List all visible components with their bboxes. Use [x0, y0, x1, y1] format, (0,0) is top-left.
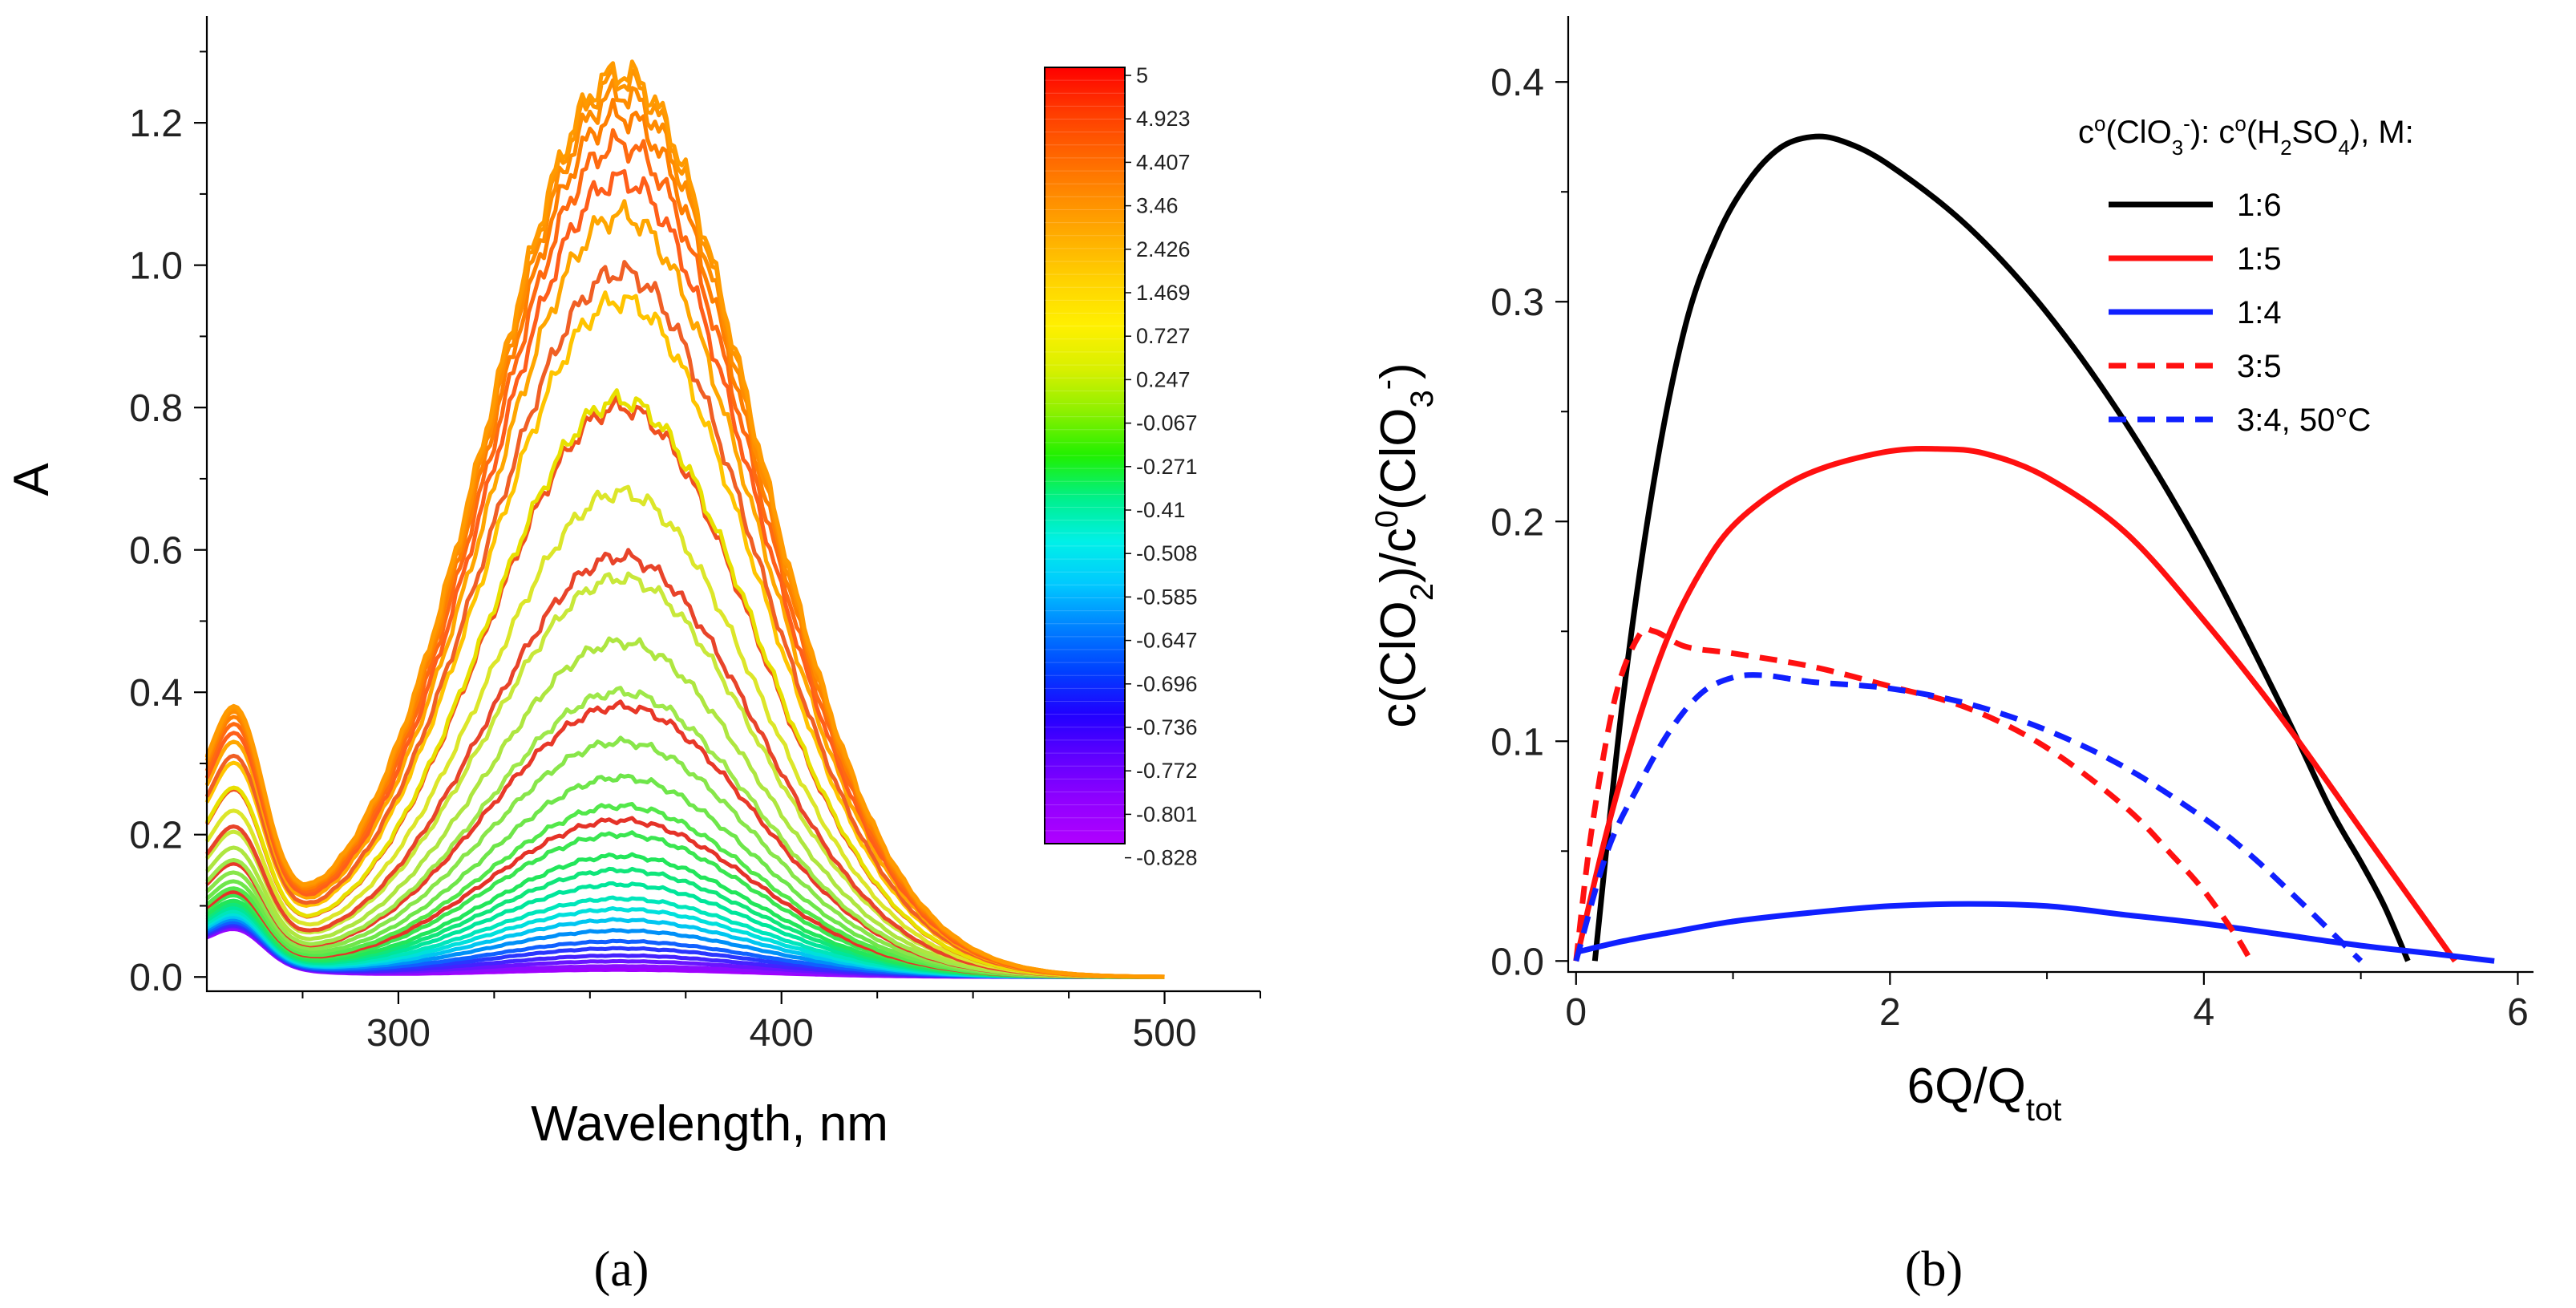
panel-b-x-axis-title: 6Q/Qtot [1907, 1059, 2062, 1128]
spectrum-line [205, 866, 1165, 979]
x-tick-label: 300 [366, 1012, 431, 1055]
legend-label: 3:5 [2237, 349, 2282, 384]
colorbar-label: -0.696 [1136, 672, 1198, 696]
colorbar-scale [1044, 67, 1126, 844]
spectrum-line [204, 484, 1165, 979]
panel-a-series-group [204, 59, 1165, 979]
y-tick-label: 0.1 [1490, 721, 1544, 763]
legend-label: 3:4, 50°C [2237, 403, 2371, 438]
colorbar-label: 0.727 [1136, 324, 1191, 348]
spectrum-line [204, 59, 1165, 979]
panel-a-label: (a) [594, 1242, 649, 1297]
x-tick-label: 6 [2507, 991, 2529, 1034]
colorbar-label: 3.46 [1136, 194, 1179, 218]
spectrum-line [204, 168, 1165, 979]
y-tick-label: 0.0 [129, 957, 183, 999]
x-tick-label: 0 [1565, 991, 1587, 1034]
colorbar-label: -0.801 [1136, 802, 1198, 826]
x-tick-label: 4 [2194, 991, 2215, 1034]
y-tick-label: 0.2 [129, 815, 183, 857]
y-tick-label: 0.4 [1490, 62, 1544, 104]
colorbar-label: -0.647 [1136, 629, 1198, 653]
y-tick-label: 0.3 [1490, 281, 1544, 324]
legend-label: 1:4 [2237, 295, 2282, 330]
colorbar-label: 2.426 [1136, 237, 1191, 261]
panel-a-x-axis-title: Wavelength, nm [531, 1096, 888, 1152]
colorbar-label: 5 [1136, 63, 1148, 87]
y-tick-label: 0.4 [129, 672, 183, 715]
panel-b-y-ticks: 0.0 0.1 0.2 0.3 0.4 [1490, 62, 1568, 983]
series-line-3-4-50-C [1573, 672, 2364, 963]
colorbar-label: 4.923 [1136, 107, 1191, 131]
legend-label: 1:6 [2237, 188, 2282, 223]
panel-a-y-axis-title: A [4, 463, 59, 496]
y-tick-label: 0.2 [1490, 501, 1544, 544]
panel-b-x-ticks: 0 2 4 6 [1565, 972, 2529, 1034]
colorbar-label: -0.067 [1136, 411, 1198, 435]
panel-a-y-ticks: 0.0 0.2 0.4 0.6 0.8 1.0 1.2 [129, 51, 207, 999]
panel-a-chart: 300 400 500 0.0 0.2 0.4 0.6 0.8 1.0 1.2 Waveleng… [4, 16, 1261, 1152]
x-tick-label: 2 [1879, 991, 1901, 1034]
panel-a-x-ticks: 300 400 500 [301, 991, 1261, 1055]
series-line-1-5 [1573, 446, 2457, 963]
panel-b-y-axis-title: c(ClO2)/c0(ClO3-) [1369, 362, 1440, 727]
y-tick-label: 1.0 [129, 245, 183, 288]
spectrum-line [205, 686, 1165, 979]
colorbar-label: -0.508 [1136, 541, 1198, 565]
panel-a-axes-frame [205, 16, 1260, 993]
y-tick-label: 0.8 [129, 387, 183, 430]
panel-b-chart: 0 2 4 6 0.0 0.1 0.2 0.3 0.4 6Q/Qtot c(ClO2)/c0(… [1369, 16, 2534, 1128]
colorbar-label: 4.407 [1136, 150, 1191, 174]
y-tick-label: 0.6 [129, 530, 183, 573]
colorbar-label: -0.828 [1136, 846, 1198, 870]
panel-a-colorbar: 5 4.923 4.407 3.46 2.426 1.469 0.727 0.247 -0.06… [1044, 63, 1198, 870]
legend-title: co(ClO3-): co(H2SO4), M: [2078, 111, 2414, 160]
panel-b-legend: co(ClO3-): co(H2SO4), M: 1:6 1:5 1:4 3:5 3:4,… [2078, 111, 2414, 438]
colorbar-label: -0.736 [1136, 715, 1198, 739]
x-tick-label: 500 [1132, 1012, 1196, 1055]
colorbar-label: -0.41 [1136, 498, 1186, 522]
series-line-3-5 [1573, 626, 2254, 963]
panel-b-label: (b) [1905, 1242, 1963, 1297]
x-tick-label: 400 [750, 1012, 814, 1055]
spectrum-line [204, 548, 1165, 979]
colorbar-label: -0.585 [1136, 585, 1198, 609]
series-line-1-4 [1575, 901, 2495, 964]
colorbar-label: -0.772 [1136, 759, 1198, 783]
y-tick-label: 0.0 [1490, 941, 1544, 983]
y-tick-label: 1.2 [129, 103, 183, 145]
panel-b-axes-frame [1567, 16, 2534, 974]
colorbar-label: 1.469 [1136, 281, 1191, 305]
legend-label: 1:5 [2237, 241, 2282, 277]
panel-b-series-group [1573, 133, 2495, 964]
colorbar-label: 0.247 [1136, 367, 1191, 391]
colorbar-label: -0.271 [1136, 455, 1198, 479]
